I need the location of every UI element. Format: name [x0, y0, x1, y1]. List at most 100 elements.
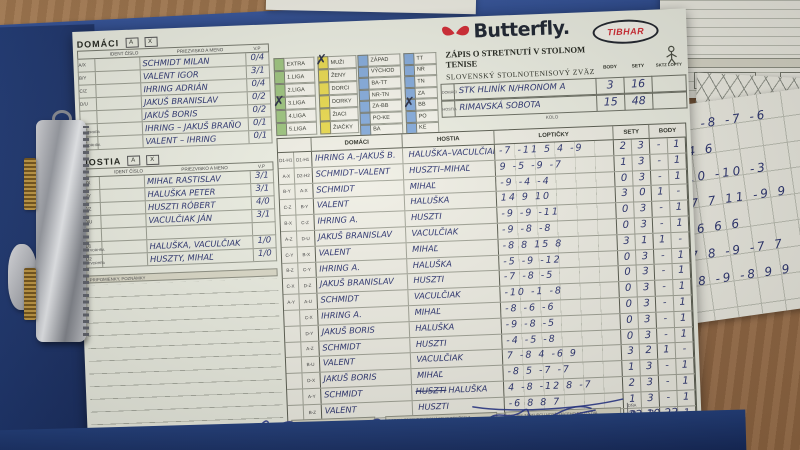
home-sety-value: 16	[624, 75, 653, 94]
sets-away-cell: 0	[633, 186, 653, 202]
home-team-label: DOMÁCI	[440, 83, 457, 101]
tier-checkbox	[273, 70, 286, 85]
sets-home-cell: 0	[618, 265, 638, 282]
category-label: ŽENY	[328, 68, 358, 83]
roster-vp-cell: 0/4	[246, 78, 270, 92]
ident-col-header: IDENT ČÍSLO	[114, 168, 144, 175]
notes-ruled-area	[85, 278, 284, 438]
sets-home-cell: 0	[615, 171, 634, 187]
away-box-x: X	[145, 154, 160, 165]
district-label: ZA	[415, 86, 439, 100]
points-away-cell: -	[669, 184, 689, 201]
sets-away-cell: 3	[632, 138, 651, 155]
points-home-cell: -	[652, 217, 672, 233]
points-away-cell: 1	[667, 137, 687, 153]
points-home-cell: 1	[657, 343, 677, 359]
league-region-column: ZÁPAD VÝCHOD BA-TT NR-TN ZA-BB PO-KE BA	[357, 53, 404, 137]
away-roster-rows: A/X MIHAĽ RASTISLAV 3/1 B/Y HALUŠKA PETE…	[81, 170, 278, 269]
roster-ident-cell	[97, 122, 144, 137]
away-roster-panel: HOSTIA A X IDENT ČÍSLO PRIEZVISKO A MENO…	[81, 148, 278, 269]
form-title: ZÁPIS O STRETNUTÍ V STOLNOM TENISE	[445, 44, 586, 70]
match-code1-cell: C-Z	[279, 199, 297, 216]
points-away-cell: 1	[674, 311, 693, 327]
match-code2-cell: B-Y	[295, 199, 315, 215]
match-code-header	[277, 137, 312, 153]
category-label: DORKY	[329, 94, 359, 109]
district-label: BB	[416, 98, 439, 111]
category-label: MUŽI	[328, 55, 357, 70]
roster-vp-cell: 3/1	[245, 65, 270, 79]
sets-away-cell: 3	[636, 249, 655, 265]
match-code2-cell: C-Y	[298, 262, 317, 278]
clip-spring	[24, 158, 36, 210]
roster-vp-cell: 0/2	[246, 91, 271, 105]
roster-code-cell: B/Y	[78, 72, 97, 85]
code-col-header	[78, 55, 94, 56]
tier-checkbox	[273, 57, 285, 72]
tier-checkbox	[275, 109, 287, 124]
referee-icon	[666, 45, 677, 65]
vp-col-header: V.P	[257, 163, 266, 169]
clipboard-clip	[8, 110, 92, 348]
tier-label: 4.LIGA	[286, 108, 317, 123]
sets-away-cell: 3	[639, 328, 658, 344]
sets-away-cell: 3	[633, 170, 652, 186]
district-checkbox	[403, 64, 416, 77]
tibhar-logo-text: TIBHAR	[606, 25, 645, 38]
sets-home-cell: 0	[620, 297, 639, 313]
butterfly-logo-text: Butterfly.	[473, 16, 570, 43]
roster-ident-cell	[98, 135, 144, 150]
home-team-name: STK HLINÍK N/HRONOM A	[458, 82, 566, 97]
match-code2-cell: D1-H1	[293, 151, 313, 168]
roster-vp-cell: 4/0	[250, 196, 275, 210]
match-code1-cell	[285, 357, 303, 374]
match-code2-cell: D-Y	[300, 325, 320, 341]
home-panel-title: DOMÁCI	[76, 37, 120, 50]
sets-home-cell: 0	[620, 313, 640, 329]
league-district-column: TT NR TN ZA BB PO KE	[403, 51, 440, 135]
tier-label: 3.LIGA	[285, 95, 317, 110]
district-checkbox	[404, 75, 416, 89]
sety-column-label: SETY	[631, 64, 645, 70]
match-code1-cell	[287, 389, 304, 405]
points-away-cell: 1	[676, 358, 695, 374]
match-code2-cell: D-U	[296, 230, 316, 247]
match-code2-cell: A-X	[295, 183, 314, 199]
roster-vp-cell: 0/2	[247, 104, 271, 118]
sets-home-cell: 1	[622, 360, 642, 376]
tibhar-logo: TIBHAR	[592, 18, 660, 45]
sets-home-cell: 0	[618, 250, 637, 266]
roster-ident-cell	[99, 175, 146, 189]
tier-label: 1.LIGA	[284, 69, 316, 84]
match-code1-cell: A-Y	[283, 294, 300, 310]
match-code1-cell	[284, 310, 301, 326]
match-rows: D1-H1 D1-H1 IHRING A.–JAKUŠ B. HALUŠKA–V…	[278, 137, 697, 438]
home-body-value: 3	[596, 76, 625, 95]
match-code2-cell: A-Y	[303, 388, 322, 405]
category-label: ŽIACI	[330, 107, 359, 122]
points-home-cell: -	[659, 374, 678, 391]
region-checkbox	[358, 77, 370, 90]
roster-name-cell: VALENT – IHRING	[145, 133, 217, 147]
points-home-cell: -	[655, 296, 675, 312]
district-label: TN	[415, 75, 438, 88]
match-code1-cell: A-X	[278, 168, 296, 184]
match-code2-cell: B-Z	[303, 404, 323, 420]
away-sety-value: 48	[624, 92, 654, 111]
points-away-cell: 1	[673, 279, 692, 296]
category-check-mark: ✗	[315, 52, 328, 69]
away-team-name: RIMAVSKÁ SOBOTA	[459, 100, 541, 114]
home-box-a: A	[124, 36, 139, 48]
roster-vp-cell	[251, 222, 276, 236]
butterfly-icon	[442, 25, 470, 36]
match-code2-cell: D-X	[302, 372, 321, 389]
points-home-cell: -	[654, 248, 673, 265]
home-roster-panel: DOMÁCI A X IDENT ČÍSLO PRIEZVISKO A MENO…	[76, 30, 273, 151]
sets-away-cell: 3	[637, 280, 656, 297]
points-away-cell: 1	[675, 326, 694, 343]
district-label: NR	[414, 63, 438, 76]
roster-vp-cell: 1/0	[252, 248, 277, 262]
points-home-cell: -	[654, 264, 674, 280]
tier-check-mark: ✗	[272, 93, 286, 111]
